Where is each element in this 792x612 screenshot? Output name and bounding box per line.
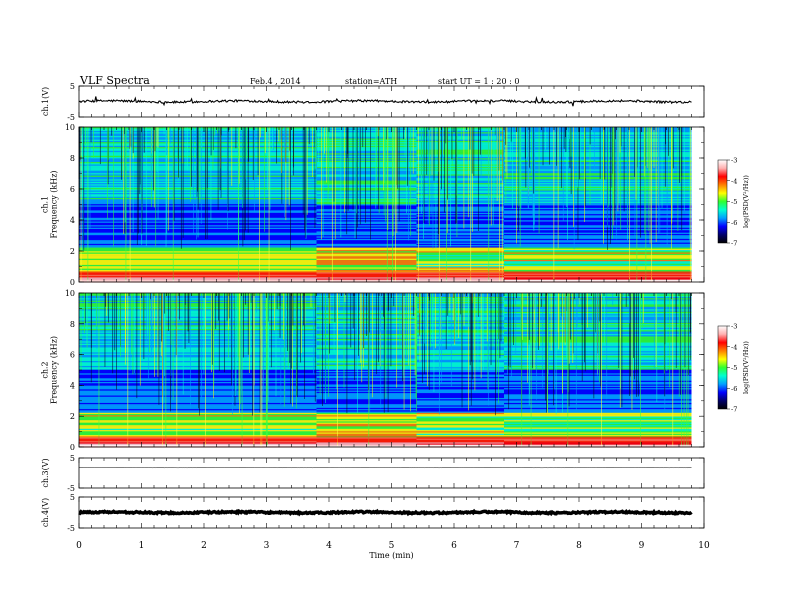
y-axis-label: ch.1(V) (41, 87, 50, 116)
x-tick-label: 1 (139, 541, 145, 551)
spec2-colorbar: -3 -4 -5 -6 -7 log(PSD(V²/Hz)) (717, 323, 750, 414)
colorbar-tick-label: -3 (731, 157, 737, 165)
colorbar-tick-label: -7 (731, 240, 737, 248)
colorbar-tick-label: -4 (731, 343, 737, 351)
y-tick-label: 8 (70, 154, 75, 163)
colorbar-label: log(PSD(V²/Hz)) (742, 175, 750, 228)
x-tick-label: 0 (76, 541, 82, 551)
y-tick-label: 4 (70, 216, 75, 225)
colorbar-tick-label: -5 (731, 198, 737, 206)
spec1-panel: -3 -4 -5 -6 -7 log(PSD(V²/Hz)) 0 2 4 6 8 10 ch.1Freq… (41, 123, 751, 287)
ch1-panel: 5 -5 ch.1(V) (41, 82, 705, 122)
ch3-panel: 5 -5 ch.3(V) (41, 454, 705, 493)
colorbar-tick-label: -3 (731, 323, 737, 331)
y-tick-label: -5 (67, 484, 75, 493)
x-tick-label: 4 (326, 541, 332, 551)
y-axis-label: ch.1Frequency (kHz) (41, 170, 59, 238)
spec2-spectrogram (79, 293, 692, 448)
y-tick-label: 5 (70, 493, 75, 502)
x-tick-label: 8 (576, 541, 582, 551)
colorbar-tick-label: -5 (731, 364, 737, 372)
x-tick-label: 6 (451, 541, 457, 551)
ch1-waveform (78, 95, 692, 107)
y-tick-label: 2 (70, 247, 75, 256)
y-tick-label: 6 (70, 351, 75, 360)
y-tick-label: 10 (65, 289, 75, 298)
y-tick-label: 5 (70, 454, 75, 463)
y-tick-label: 2 (70, 412, 75, 421)
ch4-panel: 5 -5 ch.4(V) (41, 493, 705, 533)
x-tick-label: 9 (639, 541, 645, 551)
start-time-label: start UT = 1 : 20 : 0 (438, 77, 520, 86)
y-tick-label: 10 (65, 123, 75, 132)
y-tick-label: -5 (67, 524, 75, 533)
colorbar-label: log(PSD(V²/Hz)) (742, 341, 750, 394)
y-axis-label: ch.2Frequency (kHz) (41, 336, 59, 404)
figure-title: VLF Spectra (80, 74, 150, 87)
y-tick-label: -5 (67, 113, 75, 122)
date-label: Feb.4 , 2014 (250, 77, 301, 86)
y-axis-label: ch.3(V) (41, 458, 50, 487)
colorbar-tick-label: -7 (731, 406, 737, 414)
y-axis-label: ch.4(V) (41, 498, 50, 527)
y-tick-label: 0 (70, 278, 75, 287)
y-tick-label: 4 (70, 381, 75, 390)
x-tick-label: 3 (264, 541, 270, 551)
colorbar-tick-label: -6 (731, 219, 737, 227)
ch4-waveform (78, 508, 693, 517)
colorbar-tick-label: -4 (731, 177, 737, 185)
spec2-panel: -3 -4 -5 -6 -7 log(PSD(V²/Hz)) 0 2 4 6 8 10 ch.2Freq… (41, 289, 751, 452)
y-tick-label: 6 (70, 185, 75, 194)
x-tick-label: 5 (389, 541, 395, 551)
x-tick-label: 2 (201, 541, 207, 551)
x-axis-label: Time (min) (369, 551, 413, 560)
y-tick-label: 0 (70, 443, 75, 452)
x-tick-label: 10 (698, 541, 710, 551)
y-tick-label: 5 (70, 82, 75, 91)
spec1-spectrogram (78, 127, 692, 283)
station-label: station=ATH (345, 77, 398, 86)
y-tick-label: 8 (70, 320, 75, 329)
spec1-colorbar: -3 -4 -5 -6 -7 log(PSD(V²/Hz)) (717, 157, 750, 248)
colorbar-tick-label: -6 (731, 385, 737, 393)
x-tick-label: 7 (514, 541, 520, 551)
